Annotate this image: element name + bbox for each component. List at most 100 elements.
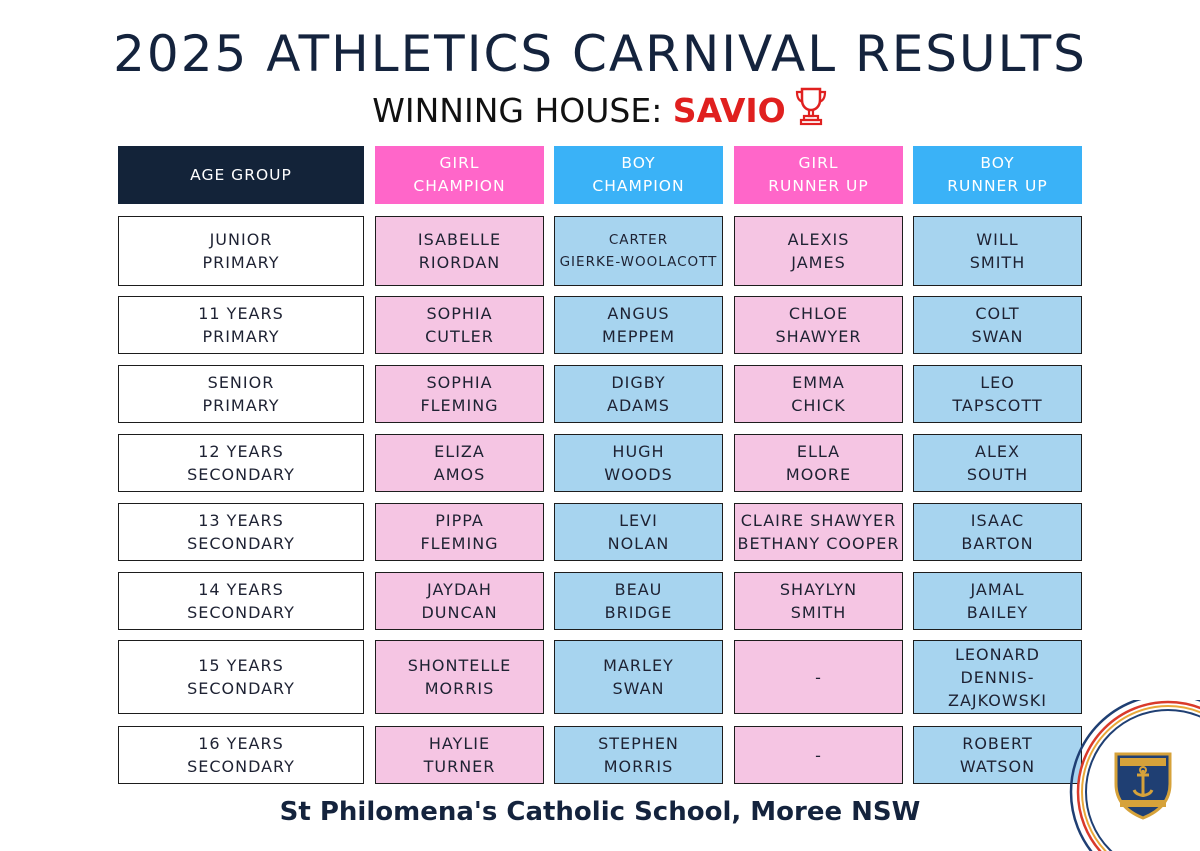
table-cell-boy-runner-line: ZAJKOWSKI <box>947 690 1048 710</box>
table-cell-age-line: SECONDARY <box>187 679 295 698</box>
table-cell-girl-champ: HAYLIE TURNER <box>375 726 544 784</box>
table-cell-girl-champ-line: TURNER <box>423 757 496 776</box>
header-boy-runner: BOY RUNNER UP <box>913 146 1082 204</box>
table-cell-age-line: PRIMARY <box>202 327 280 346</box>
table-cell-girl-champ: JAYDAH DUNCAN <box>375 572 544 630</box>
table-cell-boy-runner-line: ROBERT <box>962 734 1033 753</box>
header-boy-runner-line: BOY <box>980 154 1015 172</box>
table-cell-boy-runner: LEO TAPSCOTT <box>913 365 1082 423</box>
table-cell-boy-runner-line: COLT <box>975 304 1020 323</box>
table-cell-boy-runner: ROBERT WATSON <box>913 726 1082 784</box>
table-cell-boy-champ-line: MEPPEM <box>601 327 676 346</box>
table-cell-age-line: 16 YEARS <box>198 734 284 753</box>
table-cell-boy-champ-line: DIGBY <box>611 373 666 392</box>
table-cell-boy-champ: STEPHEN MORRIS <box>554 726 723 784</box>
table-cell-age: 11 YEARS PRIMARY <box>118 296 364 354</box>
table-cell-girl-runner: CLAIRE SHAWYER BETHANY COOPER <box>734 503 903 561</box>
header-girl-champ-line: GIRL <box>439 154 480 172</box>
table-cell-girl-runner-line: - <box>815 745 822 765</box>
table-cell-boy-runner: ISAAC BARTON <box>913 503 1082 561</box>
table-cell-girl-champ: PIPPA FLEMING <box>375 503 544 561</box>
table-cell-girl-champ-line: CUTLER <box>425 327 494 346</box>
table-cell-girl-champ-line: SOPHIA <box>426 373 493 392</box>
table-cell-age: 13 YEARS SECONDARY <box>118 503 364 561</box>
header-girl-runner-line: RUNNER UP <box>768 177 869 195</box>
table-cell-girl-runner-line: JAMES <box>791 253 846 272</box>
table-cell-boy-champ: ANGUS MEPPEM <box>554 296 723 354</box>
header-girl-runner: GIRL RUNNER UP <box>734 146 903 204</box>
table-cell-age-line: SECONDARY <box>187 534 295 553</box>
table-cell-girl-runner: ELLA MOORE <box>734 434 903 492</box>
table-cell-boy-runner-line: LEO <box>980 373 1015 392</box>
table-cell-boy-runner: COLT SWAN <box>913 296 1082 354</box>
table-cell-age: 15 YEARS SECONDARY <box>118 640 364 714</box>
table-cell-girl-runner-line: CHICK <box>791 396 846 415</box>
table-cell-boy-runner-line: BAILEY <box>966 603 1029 622</box>
table-cell-boy-champ-line: LEVI <box>619 511 658 530</box>
table-cell-girl-runner-line: SHAYLYN <box>779 580 858 599</box>
table-cell-boy-runner-line: LEONARD <box>955 644 1040 664</box>
table-cell-girl-runner: SHAYLYN SMITH <box>734 572 903 630</box>
table-cell-girl-champ-line: DUNCAN <box>421 603 498 622</box>
table-cell-boy-champ-line: ANGUS <box>607 304 670 323</box>
table-cell-boy-runner-line: TAPSCOTT <box>952 396 1043 415</box>
table-cell-boy-champ: HUGH WOODS <box>554 434 723 492</box>
header-age-line: AGE GROUP <box>190 165 292 184</box>
table-cell-boy-runner-line: SMITH <box>969 253 1026 272</box>
table-cell-age-line: 14 YEARS <box>198 580 284 599</box>
table-cell-girl-champ: ISABELLE RIORDAN <box>375 216 544 286</box>
table-cell-boy-runner: LEONARD DENNIS- ZAJKOWSKI <box>913 640 1082 714</box>
table-cell-boy-champ-line: STEPHEN <box>598 734 679 753</box>
table-cell-boy-runner-line: SWAN <box>971 327 1024 346</box>
table-cell-girl-runner-line: MOORE <box>785 465 852 484</box>
header-girl-champ: GIRL CHAMPION <box>375 146 544 204</box>
header-boy-champ-line: BOY <box>621 154 656 172</box>
table-cell-age-line: SECONDARY <box>187 757 295 776</box>
table-cell-boy-champ-line: BRIDGE <box>604 603 673 622</box>
table-cell-girl-runner-line: BETHANY COOPER <box>737 534 900 553</box>
table-cell-boy-runner-line: ALEX <box>975 442 1020 461</box>
table-cell-boy-runner-line: DENNIS- <box>960 667 1035 687</box>
table-cell-boy-champ: CARTER GIERKE-WOOLACOTT <box>554 216 723 286</box>
table-cell-boy-champ: LEVI NOLAN <box>554 503 723 561</box>
table-cell-boy-runner-line: SOUTH <box>966 465 1029 484</box>
table-cell-boy-runner-line: JAMAL <box>970 580 1025 599</box>
table-cell-boy-champ-line: MARLEY <box>603 656 674 675</box>
table-cell-boy-runner-line: BARTON <box>961 534 1034 553</box>
table-cell-girl-champ-line: ISABELLE <box>417 230 502 249</box>
header-age: AGE GROUP <box>118 146 364 204</box>
header-boy-champ: BOY CHAMPION <box>554 146 723 204</box>
table-cell-girl-runner-line: SMITH <box>790 603 847 622</box>
table-cell-age-line: SECONDARY <box>187 465 295 484</box>
table-cell-girl-champ-line: FLEMING <box>420 534 499 553</box>
table-cell-boy-champ-line: BEAU <box>614 580 663 599</box>
winning-house-line: WINNING HOUSE: SAVIO <box>0 86 1200 132</box>
table-cell-girl-runner-line: CLAIRE SHAWYER <box>740 511 897 530</box>
table-cell-girl-runner-line: SHAWYER <box>775 327 862 346</box>
header-girl-champ-line: CHAMPION <box>413 177 506 195</box>
table-cell-age-line: SENIOR <box>207 373 275 392</box>
table-cell-boy-champ-line: CARTER <box>608 232 669 248</box>
table-cell-boy-champ-line: SWAN <box>612 679 665 698</box>
table-cell-boy-champ-line: ADAMS <box>607 396 670 415</box>
table-cell-age: 14 YEARS SECONDARY <box>118 572 364 630</box>
table-cell-girl-runner-line: ELLA <box>796 442 841 461</box>
school-name-footer: St Philomena's Catholic School, Moree NS… <box>279 797 921 827</box>
table-cell-girl-champ-line: RIORDAN <box>418 253 501 272</box>
table-cell-age-line: SECONDARY <box>187 603 295 622</box>
table-cell-boy-champ: BEAU BRIDGE <box>554 572 723 630</box>
table-cell-girl-champ-line: HAYLIE <box>428 734 491 753</box>
table-cell-age-line: PRIMARY <box>202 396 280 415</box>
table-cell-age: 16 YEARS SECONDARY <box>118 726 364 784</box>
table-cell-girl-champ-line: JAYDAH <box>427 580 492 599</box>
table-cell-girl-runner: ALEXIS JAMES <box>734 216 903 286</box>
school-crest-icon <box>1069 700 1200 851</box>
table-cell-boy-runner-line: WATSON <box>959 757 1036 776</box>
table-cell-boy-champ-line: NOLAN <box>607 534 670 553</box>
table-cell-boy-runner: JAMAL BAILEY <box>913 572 1082 630</box>
table-cell-boy-runner: ALEX SOUTH <box>913 434 1082 492</box>
table-cell-girl-runner-line: CHLOE <box>788 304 849 323</box>
trophy-icon <box>795 87 826 126</box>
table-cell-boy-runner-line: ISAAC <box>970 511 1025 530</box>
table-cell-boy-runner: WILL SMITH <box>913 216 1082 286</box>
